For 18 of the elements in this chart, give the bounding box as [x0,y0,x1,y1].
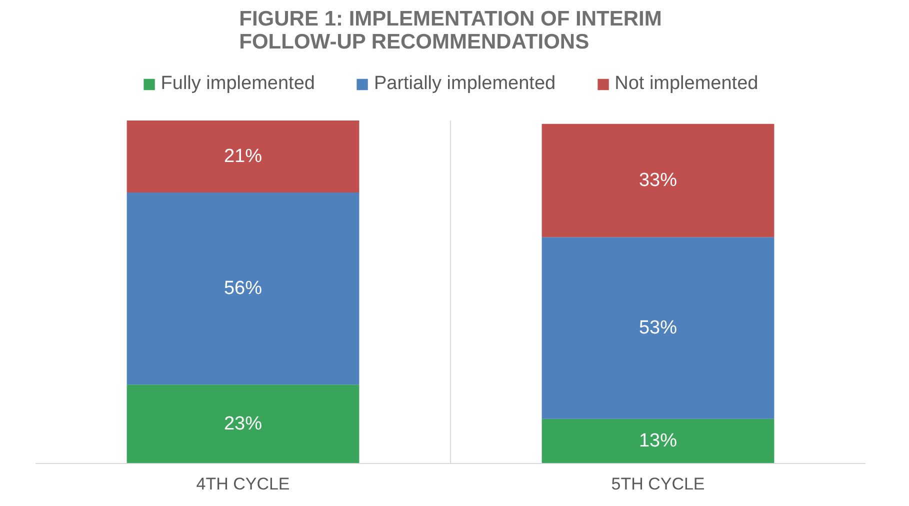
bar [542,237,774,419]
bar [126,120,360,193]
x-tick-label: 4TH CYCLE [196,474,290,494]
chart-title: FIGURE 1: IMPLEMENTATION OF INTERIM FOLLOW-UP RECOMMENDATIONS [239,8,662,54]
data-label: 53% [638,318,678,339]
bar [126,192,360,385]
bar [542,418,774,464]
legend-label: Not implemented [614,73,758,95]
data-label: 56% [224,278,262,300]
legend-label: Fully implemented [160,73,315,95]
x-tick-label: 5TH CYCLE [611,474,705,494]
bar [542,124,774,238]
bar [126,384,360,464]
data-label: 23% [224,414,262,435]
legend-label: Partially implemented [374,73,556,95]
data-label: 13% [638,430,678,452]
data-label: 21% [224,146,262,168]
data-label: 33% [638,170,678,192]
